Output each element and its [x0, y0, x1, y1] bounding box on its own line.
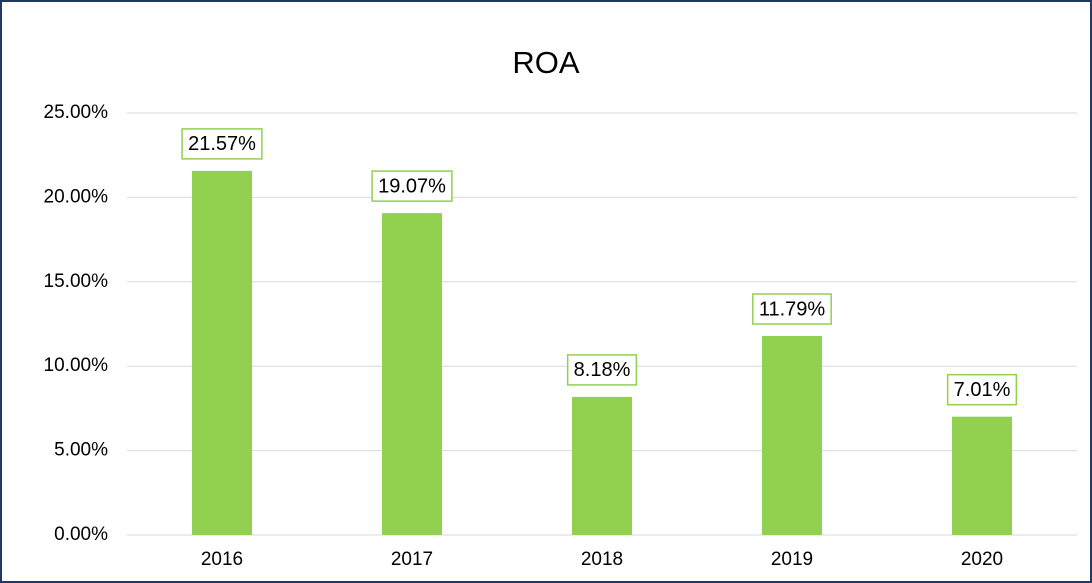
- x-tick-label: 2018: [581, 549, 623, 570]
- data-label: 8.18%: [574, 359, 631, 381]
- data-label: 21.57%: [188, 133, 256, 155]
- y-tick-label: 25.00%: [44, 102, 109, 123]
- data-label-box: [752, 293, 832, 325]
- y-tick-label: 15.00%: [44, 271, 109, 292]
- bar: [382, 213, 442, 536]
- x-tick-label: 2019: [771, 549, 813, 570]
- y-tick-label: 20.00%: [44, 186, 109, 207]
- x-tick-label: 2017: [391, 549, 433, 570]
- data-label: 7.01%: [954, 379, 1011, 401]
- bar: [952, 416, 1012, 535]
- bar: [192, 170, 252, 535]
- x-tick-label: 2016: [201, 549, 243, 570]
- y-tick-label: 5.00%: [54, 440, 108, 461]
- data-label: 19.07%: [378, 175, 446, 197]
- data-label-box: [371, 170, 453, 202]
- chart-title: ROA: [512, 45, 580, 80]
- data-label-box: [946, 373, 1018, 406]
- y-tick-label: 10.00%: [44, 355, 109, 376]
- data-label: 11.79%: [759, 298, 826, 320]
- data-label-box: [566, 354, 638, 386]
- bar: [572, 396, 632, 535]
- bar: [762, 335, 822, 535]
- data-label-box: [181, 128, 263, 160]
- x-tick-label: 2020: [961, 549, 1003, 570]
- y-tick-label: 0.00%: [54, 524, 108, 545]
